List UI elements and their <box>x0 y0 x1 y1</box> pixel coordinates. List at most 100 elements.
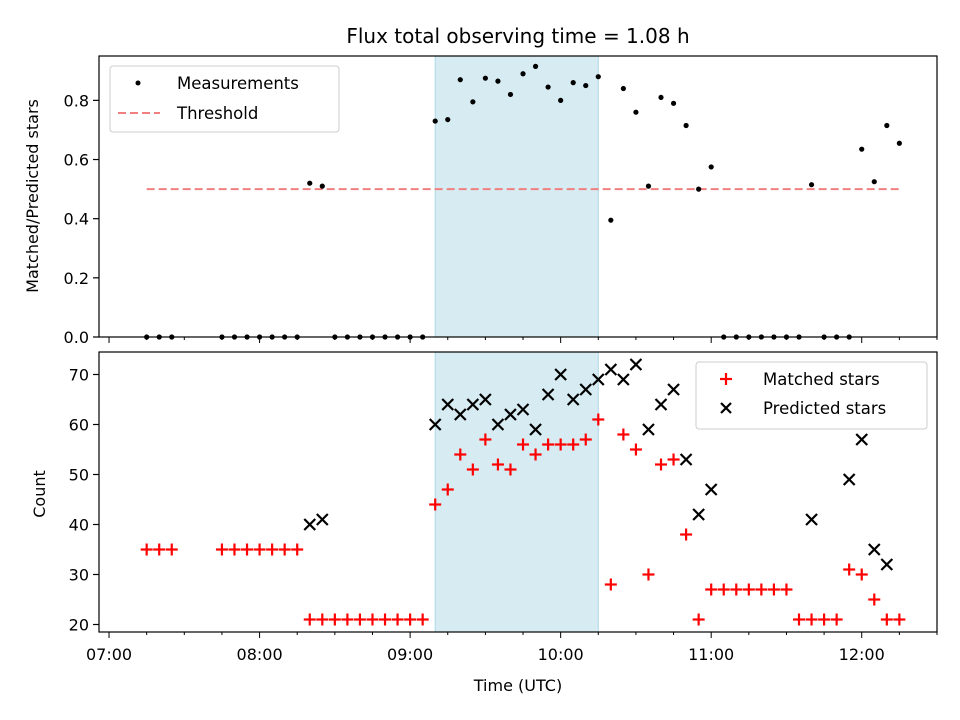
measurement-point <box>319 183 325 189</box>
measurement-point <box>633 109 639 115</box>
matched-star-point <box>680 528 693 541</box>
matched-star-point <box>153 543 166 556</box>
measurement-point <box>532 63 539 69</box>
x-tick-label: 10:00 <box>538 645 584 664</box>
predicted-star-point <box>867 543 881 556</box>
measurement-point <box>670 100 677 106</box>
matched-star-point <box>742 583 755 596</box>
measurement-point <box>545 84 551 90</box>
matched-star-point <box>880 613 893 626</box>
bottom-y-ticks: 20 30 40 50 60 70 <box>69 366 99 635</box>
predicted-star-point <box>479 393 492 406</box>
measurement-point <box>645 183 652 189</box>
x-tick-label: 09:00 <box>387 645 433 664</box>
matched-star-point <box>504 463 517 476</box>
legend-matched-marker <box>720 373 732 385</box>
matched-star-point <box>780 583 793 596</box>
y-tick-label: 0.8 <box>64 91 89 110</box>
measurement-point <box>620 85 626 92</box>
matched-star-point <box>830 613 843 626</box>
legend-threshold-label: Threshold <box>176 104 258 123</box>
predicted-star-point <box>842 473 856 486</box>
matched-star-point <box>429 498 442 511</box>
predicted-star-point <box>466 398 480 411</box>
measurement-point <box>595 74 601 80</box>
measurement-point <box>558 97 564 103</box>
predicted-star-point <box>529 423 542 436</box>
predicted-star-point <box>880 558 894 571</box>
matched-star-point <box>868 593 881 606</box>
measurement-point <box>708 164 714 170</box>
matched-star-point <box>805 613 818 626</box>
top-legend: Measurements Threshold <box>109 65 340 133</box>
matched-star-point <box>579 433 592 446</box>
highlight-span-top <box>434 55 599 338</box>
matched-star-point <box>542 438 555 451</box>
predicted-star-point <box>566 393 580 406</box>
matched-star-point <box>466 463 479 476</box>
predicted-star-point <box>504 408 517 421</box>
measurement-point <box>482 75 488 81</box>
matched-star-point <box>391 613 404 626</box>
predicted-star-point <box>554 368 567 381</box>
matched-star-point <box>642 568 655 581</box>
x-axis-label: Time (UTC) <box>473 676 562 695</box>
y-tick-label: 0.4 <box>64 210 89 229</box>
matched-star-point <box>554 438 567 451</box>
matched-star-point <box>705 583 718 596</box>
legend-predicted-label: Predicted stars <box>763 399 886 418</box>
measurement-point <box>307 180 313 186</box>
matched-star-point <box>491 458 504 471</box>
matched-star-point <box>241 543 254 556</box>
chart-title: Flux total observing time = 1.08 h <box>346 24 689 48</box>
bottom-legend: Matched stars Predicted stars <box>695 361 928 430</box>
measurement-point <box>871 179 877 185</box>
measurement-point <box>884 122 890 129</box>
measurement-point <box>683 122 689 129</box>
legend-measurements-label: Measurements <box>177 74 299 93</box>
predicted-star-point <box>642 423 655 436</box>
matched-star-point <box>441 483 454 496</box>
x-tick-label: 08:00 <box>237 645 283 664</box>
measurement-point <box>896 140 902 146</box>
matched-star-point <box>767 583 780 596</box>
x-tick-label: 12:00 <box>839 645 885 664</box>
matched-star-point <box>278 543 291 556</box>
matched-star-point <box>617 428 630 441</box>
measurement-point <box>859 146 865 152</box>
top-y-axis-label: Matched/Predicted stars <box>23 99 42 293</box>
measurement-point <box>445 116 451 123</box>
matched-star-point <box>253 543 266 556</box>
predicted-star-point <box>692 508 705 521</box>
matched-star-point <box>567 438 580 451</box>
matched-star-point <box>404 613 417 626</box>
matched-star-point <box>818 613 831 626</box>
matched-star-point <box>303 613 316 626</box>
y-tick-label: 20 <box>69 616 89 635</box>
y-tick-label: 0.2 <box>64 269 89 288</box>
matched-star-point <box>529 448 542 461</box>
predicted-star-point <box>704 483 718 496</box>
matched-star-point <box>140 543 153 556</box>
matched-star-point <box>228 543 241 556</box>
predicted-star-point <box>592 373 605 386</box>
matched-star-point <box>266 543 279 556</box>
matched-star-point <box>165 543 178 556</box>
matched-star-point <box>655 458 668 471</box>
predicted-star-point <box>441 398 455 411</box>
matched-star-point <box>604 578 617 591</box>
predicted-stars-points <box>303 358 894 571</box>
measurement-point <box>658 94 664 101</box>
matched-star-point <box>717 583 730 596</box>
legend-measurements-marker <box>135 80 141 86</box>
predicted-star-point <box>516 403 530 416</box>
matched-star-point <box>855 568 868 581</box>
predicted-star-point <box>303 518 317 531</box>
matched-star-point <box>755 583 768 596</box>
matched-star-point <box>517 438 530 451</box>
predicted-star-point <box>679 453 693 466</box>
count-panel: 20 30 40 50 60 70 07:00 08:00 09:00 10:00 11:00 12… <box>30 351 938 695</box>
highlight-span-bottom <box>434 351 599 633</box>
matched-stars-points <box>140 413 906 626</box>
matched-star-point <box>730 583 743 596</box>
